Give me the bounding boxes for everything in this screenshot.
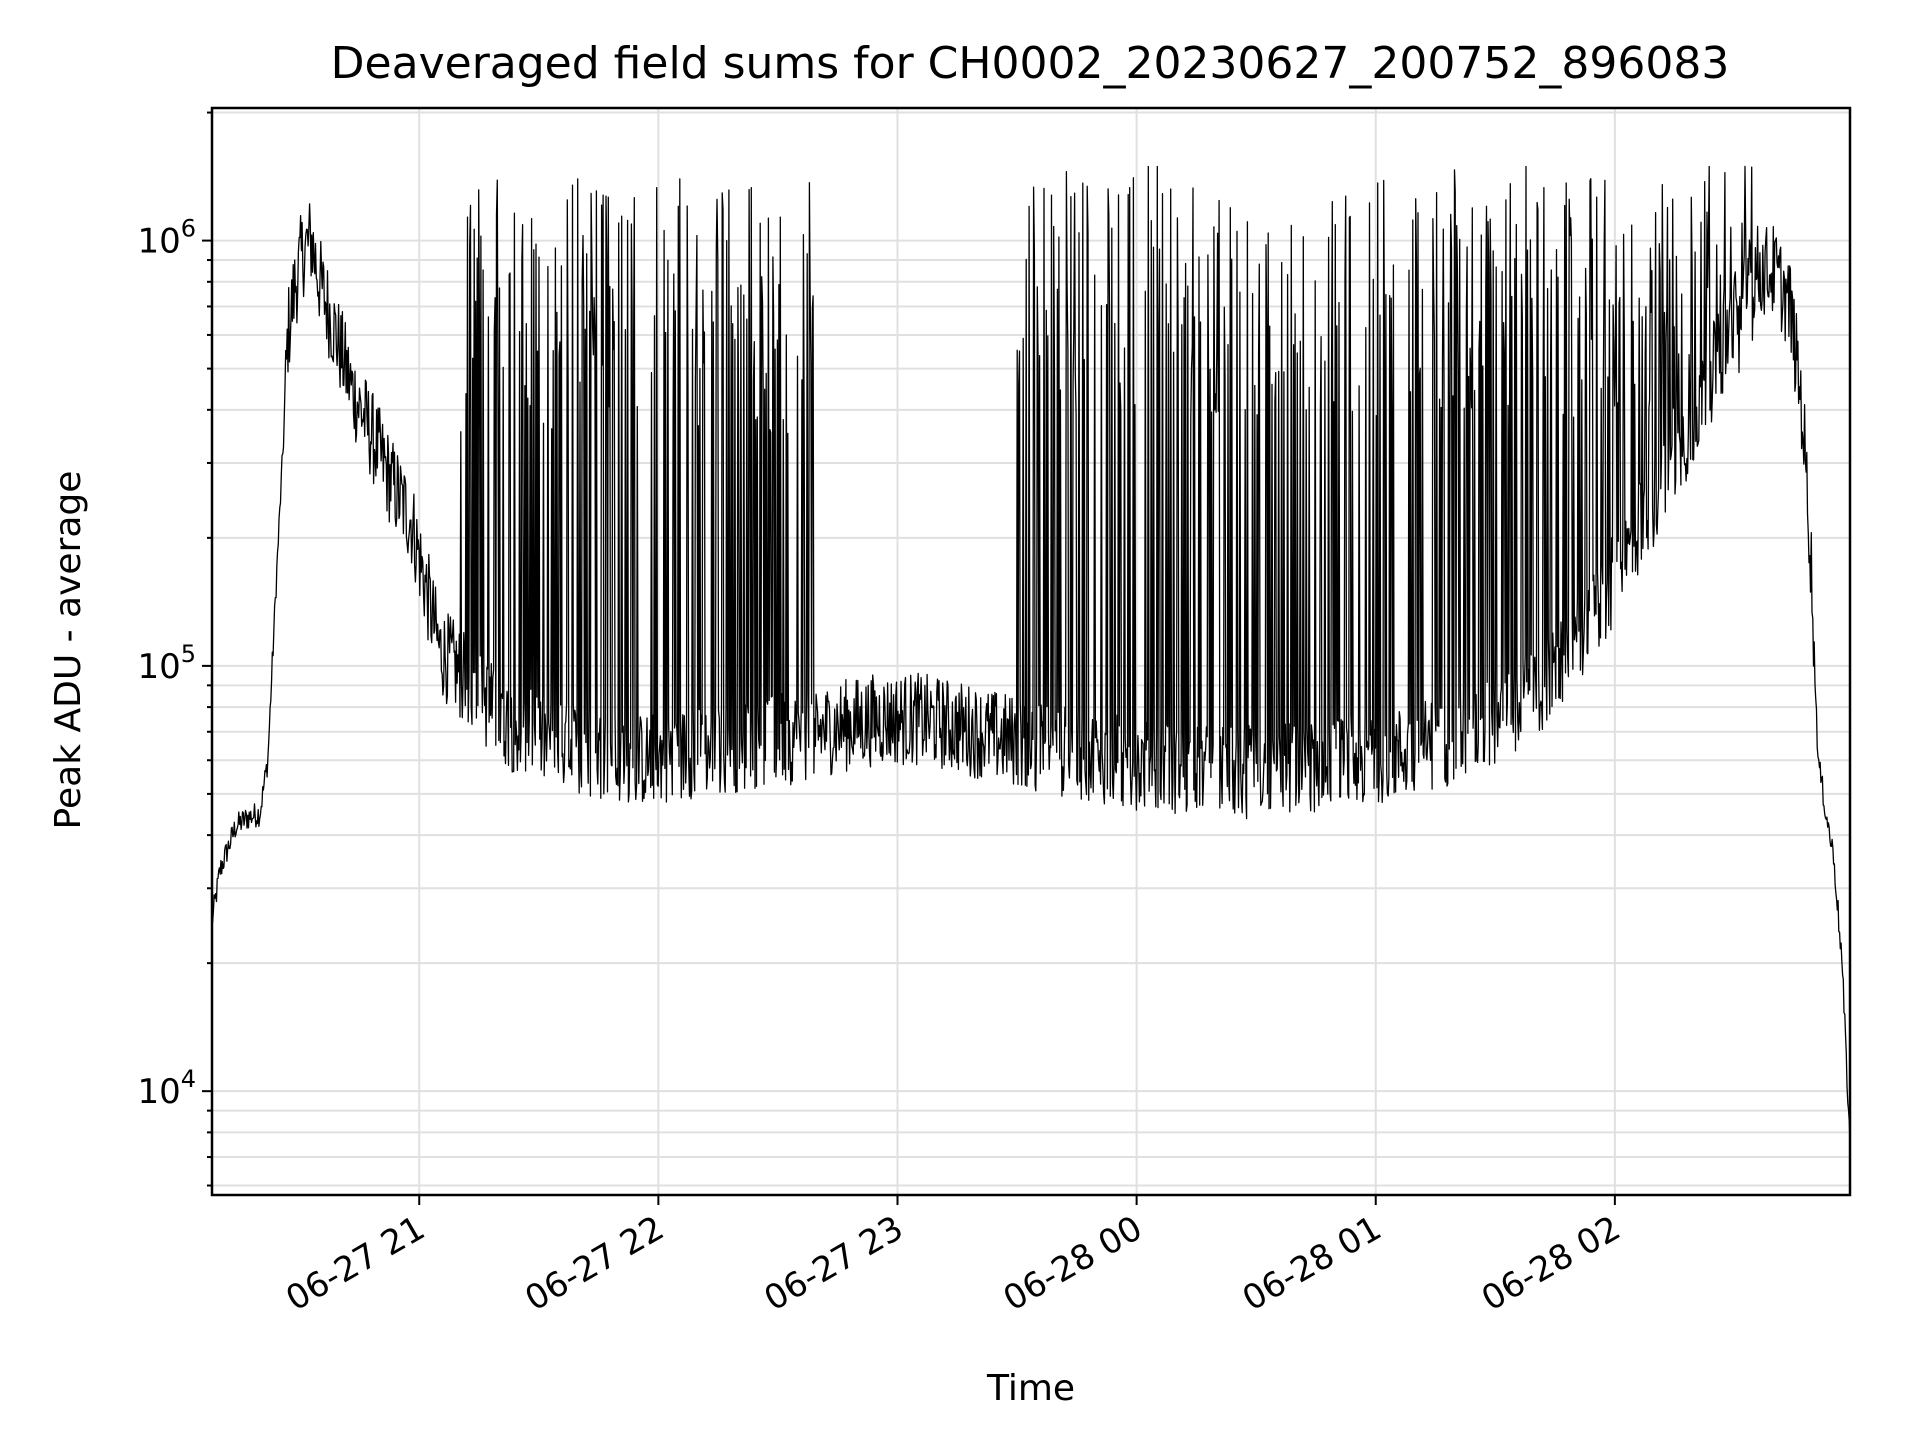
x-tick-label: 06-27 22 xyxy=(518,1208,670,1319)
y-axis-label: Peak ADU - average xyxy=(48,471,89,830)
x-tick-label: 06-28 02 xyxy=(1475,1208,1627,1319)
x-axis-label: Time xyxy=(986,1368,1075,1409)
x-tick-label: 06-28 01 xyxy=(1236,1208,1388,1319)
x-tick-label: 06-27 23 xyxy=(758,1208,910,1319)
data-series-line xyxy=(211,165,1851,1144)
y-axis-ticks: 104 105 106 xyxy=(137,111,212,1187)
y-tick-label: 105 xyxy=(137,640,196,687)
chart-title: Deaveraged field sums for CH0002_2023062… xyxy=(331,38,1730,89)
x-axis-ticks: 06-27 21 06-27 22 06-27 23 06-28 00 06-28 01… xyxy=(279,1195,1627,1319)
y-tick-label: 104 xyxy=(137,1065,196,1112)
y-tick-label: 106 xyxy=(137,215,196,262)
x-tick-label: 06-28 00 xyxy=(997,1208,1149,1319)
plot-frame xyxy=(210,106,1852,1197)
series-path xyxy=(211,165,1851,1144)
x-tick-label: 06-27 21 xyxy=(279,1208,431,1319)
